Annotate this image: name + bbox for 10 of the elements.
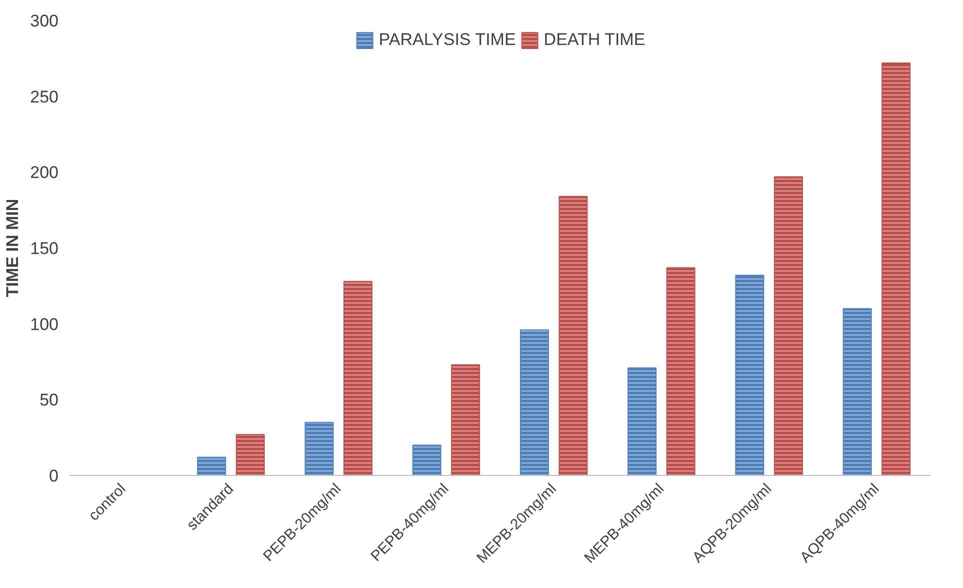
y-tick-label: 250 — [30, 87, 59, 106]
y-tick-label: 100 — [30, 314, 59, 334]
y-tick-label: 200 — [30, 163, 59, 182]
legend-label: DEATH TIME — [544, 30, 646, 50]
y-tick-label: 150 — [30, 239, 59, 258]
y-tick-label: 300 — [30, 12, 59, 30]
y-tick-label: 50 — [40, 390, 59, 410]
legend-label: PARALYSIS TIME — [378, 30, 516, 50]
y-tick-label: 0 — [49, 466, 59, 486]
y-axis-title: TIME IN MIN — [3, 198, 22, 298]
